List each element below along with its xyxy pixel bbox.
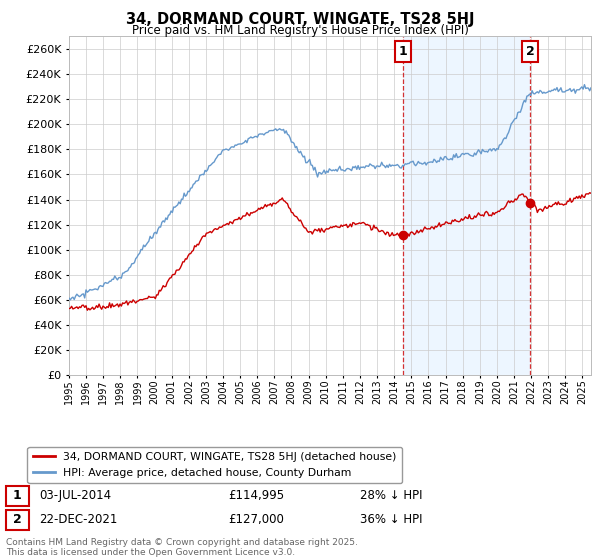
Text: 2: 2	[13, 513, 22, 526]
Text: £127,000: £127,000	[228, 513, 284, 526]
Text: £114,995: £114,995	[228, 489, 284, 502]
Text: 03-JUL-2014: 03-JUL-2014	[39, 489, 111, 502]
Text: 2: 2	[526, 45, 535, 58]
FancyBboxPatch shape	[6, 486, 29, 506]
Legend: 34, DORMAND COURT, WINGATE, TS28 5HJ (detached house), HPI: Average price, detac: 34, DORMAND COURT, WINGATE, TS28 5HJ (de…	[28, 447, 402, 483]
Text: 22-DEC-2021: 22-DEC-2021	[39, 513, 118, 526]
Text: Contains HM Land Registry data © Crown copyright and database right 2025.
This d: Contains HM Land Registry data © Crown c…	[6, 538, 358, 557]
Text: 34, DORMAND COURT, WINGATE, TS28 5HJ: 34, DORMAND COURT, WINGATE, TS28 5HJ	[126, 12, 474, 27]
FancyBboxPatch shape	[6, 510, 29, 530]
Text: 1: 1	[13, 489, 22, 502]
Text: 28% ↓ HPI: 28% ↓ HPI	[360, 489, 422, 502]
Bar	[403, 36, 530, 375]
Text: Price paid vs. HM Land Registry's House Price Index (HPI): Price paid vs. HM Land Registry's House …	[131, 24, 469, 36]
Text: 1: 1	[398, 45, 407, 58]
Text: 36% ↓ HPI: 36% ↓ HPI	[360, 513, 422, 526]
